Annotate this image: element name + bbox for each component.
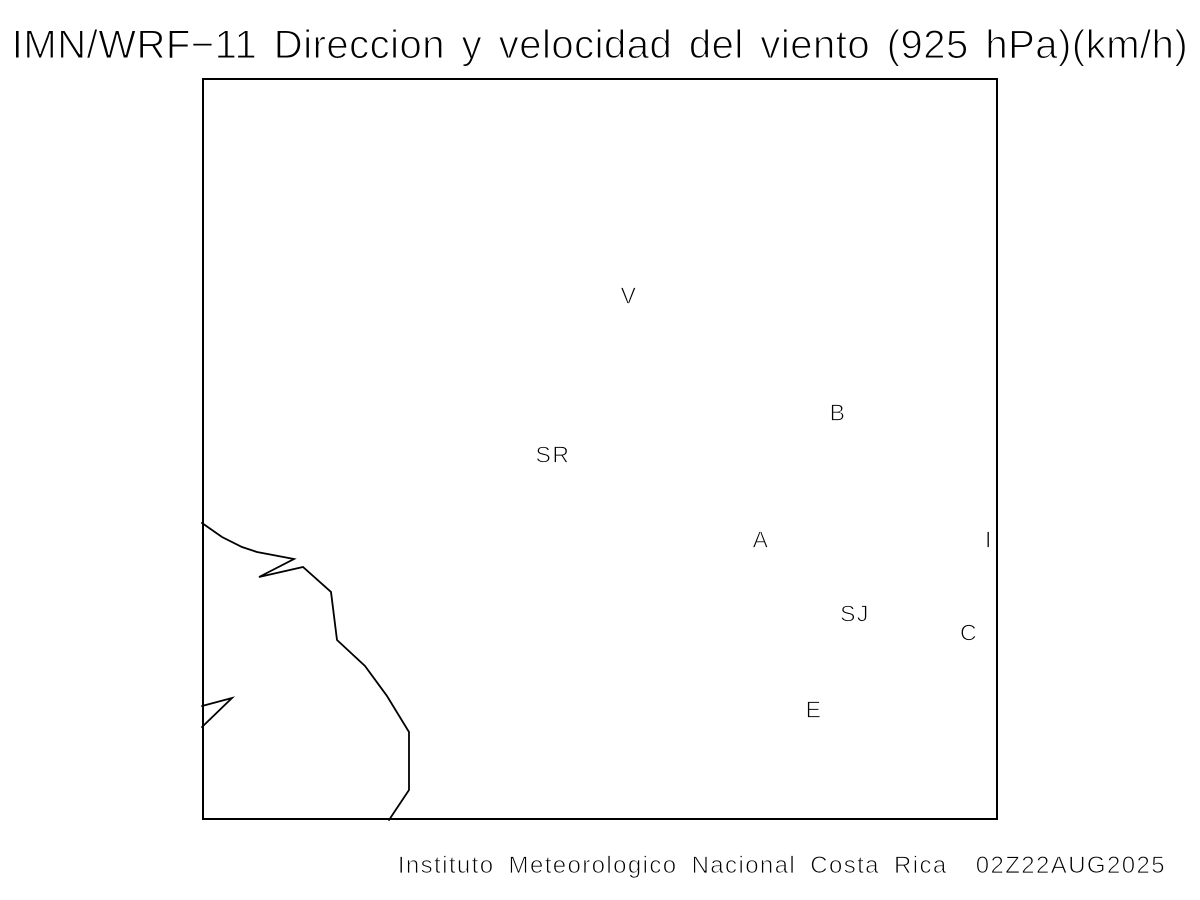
coastline-path [201, 522, 410, 821]
plot-frame [202, 78, 998, 820]
inlet-path [201, 696, 236, 728]
page-title: IMN/WRF−11 Direccion y velocidad del vie… [11, 22, 1189, 67]
footer-caption: Instituto Meteorologico Nacional Costa R… [397, 852, 1166, 880]
